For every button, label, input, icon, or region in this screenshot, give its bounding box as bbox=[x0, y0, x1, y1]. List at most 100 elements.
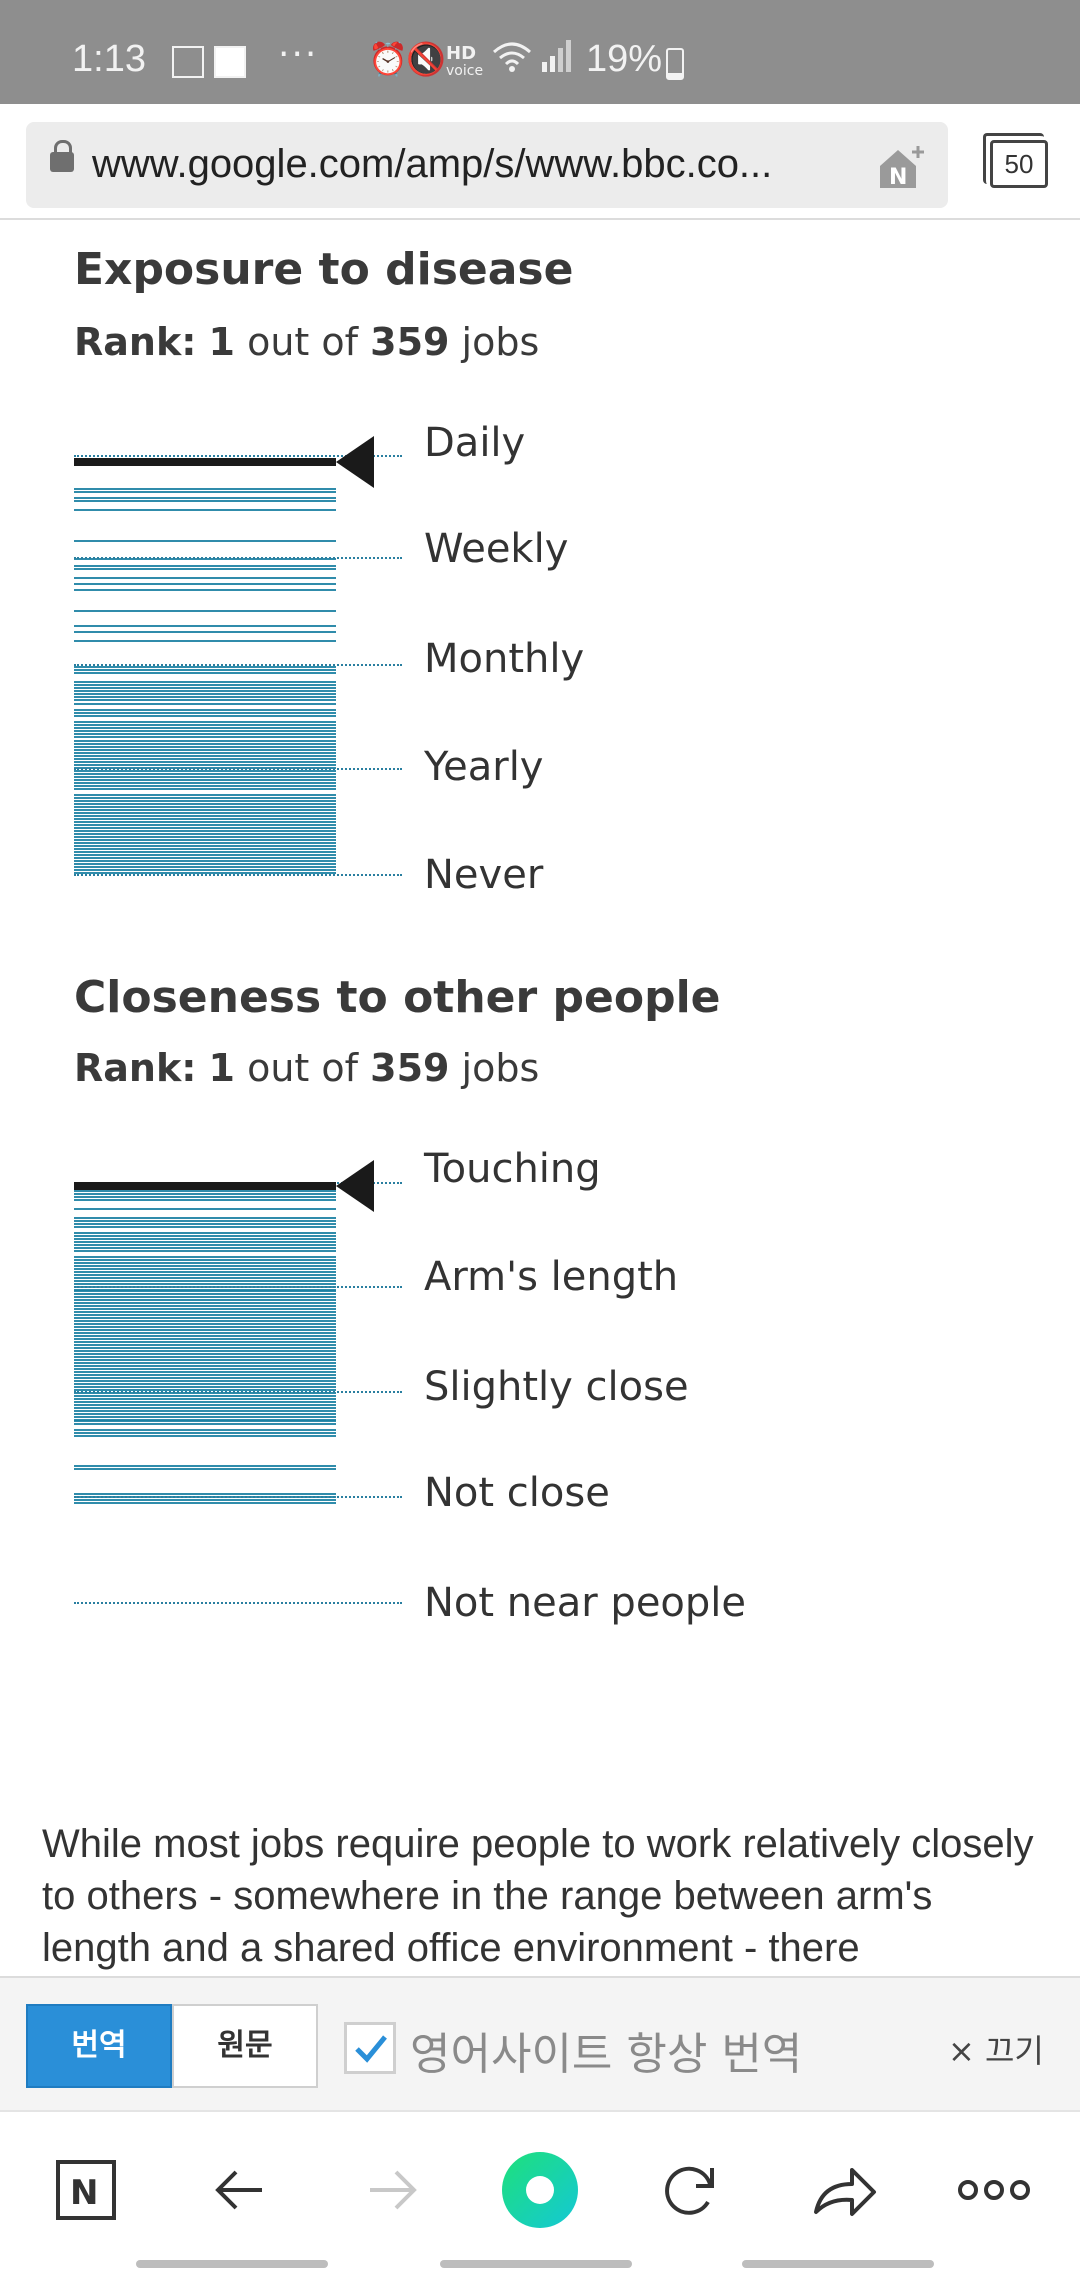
closeness-stripe-25 bbox=[74, 1283, 336, 1285]
closeness-stripe-68 bbox=[74, 1410, 336, 1412]
exposure-stripe-21 bbox=[74, 687, 336, 689]
tab-switcher-button[interactable]: 50 bbox=[983, 133, 1048, 188]
url-text[interactable]: www.google.com/amp/s/www.bbc.co... bbox=[92, 142, 773, 186]
closeness-stripe-12 bbox=[74, 1241, 336, 1243]
exposure-stripe-75 bbox=[74, 860, 336, 862]
translate-button[interactable]: 번역 bbox=[26, 2004, 172, 2088]
more-icon[interactable] bbox=[944, 2140, 1044, 2240]
exposure-stripe-30 bbox=[74, 721, 336, 723]
always-translate-checkbox[interactable] bbox=[344, 2022, 396, 2074]
exposure-guide-4 bbox=[74, 874, 402, 876]
add-to-home-icon[interactable]: N bbox=[876, 144, 926, 190]
exposure-stripe-41 bbox=[74, 755, 336, 757]
closeness-stripe-55 bbox=[74, 1371, 336, 1373]
exposure-stripe-79 bbox=[74, 872, 336, 874]
green-dot-icon[interactable] bbox=[490, 2140, 590, 2240]
exposure-stripe-37 bbox=[74, 743, 336, 745]
exposure-stripe-28 bbox=[74, 712, 336, 714]
closeness-stripe-58 bbox=[74, 1380, 336, 1382]
exposure-stripe-19 bbox=[74, 681, 336, 683]
exposure-stripe-64 bbox=[74, 827, 336, 829]
closeness-stripe-24 bbox=[74, 1280, 336, 1282]
closeness-stripe-23 bbox=[74, 1277, 336, 1279]
exposure-stripe-71 bbox=[74, 848, 336, 850]
closeness-stripe-65 bbox=[74, 1401, 336, 1403]
closeness-stripe-33 bbox=[74, 1305, 336, 1307]
closeness-stripe-81 bbox=[74, 1499, 336, 1501]
exposure-stripe-16 bbox=[74, 666, 336, 668]
exposure-stripe-65 bbox=[74, 830, 336, 832]
translate-bar: 번역 원문 영어사이트 항상 번역 × 끄기 bbox=[0, 1976, 1080, 2110]
wifi-icon bbox=[492, 40, 532, 80]
closeness-stripe-17 bbox=[74, 1259, 336, 1261]
section-title-exposure: Exposure to disease bbox=[74, 244, 574, 295]
exposure-stripe-39 bbox=[74, 749, 336, 751]
exposure-stripe-4 bbox=[74, 509, 336, 511]
address-bar[interactable]: www.google.com/amp/s/www.bbc.co... N bbox=[26, 122, 948, 208]
closeness-stripe-75 bbox=[74, 1432, 336, 1434]
closeness-stripe-47 bbox=[74, 1347, 336, 1349]
exposure-stripe-6 bbox=[74, 558, 336, 560]
exposure-stripe-1 bbox=[74, 491, 336, 493]
closeness-stripe-52 bbox=[74, 1362, 336, 1364]
closeness-stripe-36 bbox=[74, 1314, 336, 1316]
closeness-stripe-57 bbox=[74, 1377, 336, 1379]
gesture-pill-center bbox=[440, 2260, 632, 2268]
article-paragraph: While most jobs require people to work r… bbox=[42, 1822, 1034, 1970]
reload-icon[interactable] bbox=[640, 2140, 740, 2240]
forward-icon[interactable] bbox=[342, 2140, 442, 2240]
exposure-guide-0 bbox=[74, 455, 402, 457]
closeness-stripe-18 bbox=[74, 1262, 336, 1264]
exposure-stripe-20 bbox=[74, 684, 336, 686]
exposure-stripe-57 bbox=[74, 806, 336, 808]
closeness-stripe-6 bbox=[74, 1220, 336, 1222]
closeness-stripe-78 bbox=[74, 1468, 336, 1470]
exposure-guide-1 bbox=[74, 557, 402, 559]
closeness-stripe-64 bbox=[74, 1398, 336, 1400]
closeness-stripe-7 bbox=[74, 1223, 336, 1225]
closeness-stripe-66 bbox=[74, 1404, 336, 1406]
level-label-touching: Touching bbox=[424, 1146, 601, 1192]
exposure-stripe-32 bbox=[74, 727, 336, 729]
exposure-stripe-10 bbox=[74, 583, 336, 585]
battery-icon bbox=[666, 48, 684, 80]
exposure-stripe-63 bbox=[74, 824, 336, 826]
exposure-stripe-55 bbox=[74, 800, 336, 802]
closeness-guide-2 bbox=[74, 1391, 402, 1393]
always-translate-label[interactable]: 영어사이트 항상 번역 bbox=[410, 2029, 803, 2080]
exposure-stripe-69 bbox=[74, 842, 336, 844]
closeness-stripe-73 bbox=[74, 1423, 336, 1425]
closeness-stripe-22 bbox=[74, 1274, 336, 1276]
battery-percent: 19% bbox=[586, 38, 663, 80]
closeness-stripe-16 bbox=[74, 1256, 336, 1258]
exposure-stripe-48 bbox=[74, 776, 336, 778]
naver-icon[interactable]: N bbox=[38, 2140, 138, 2240]
share-icon[interactable] bbox=[792, 2140, 892, 2240]
closeness-stripe-20 bbox=[74, 1268, 336, 1270]
svg-text:N: N bbox=[889, 165, 907, 190]
exposure-stripe-7 bbox=[74, 565, 336, 567]
exposure-stripe-74 bbox=[74, 857, 336, 859]
original-button[interactable]: 원문 bbox=[172, 2004, 318, 2088]
exposure-stripe-14 bbox=[74, 631, 336, 633]
exposure-stripe-77 bbox=[74, 866, 336, 868]
closeness-stripe-54 bbox=[74, 1368, 336, 1370]
closeness-stripe-62 bbox=[74, 1392, 336, 1394]
rank-line-exposure: Rank: 1 out of 359 jobs bbox=[74, 320, 540, 364]
closeness-stripe-53 bbox=[74, 1365, 336, 1367]
back-icon[interactable] bbox=[190, 2140, 290, 2240]
exposure-stripe-22 bbox=[74, 690, 336, 692]
closeness-stripe-56 bbox=[74, 1374, 336, 1376]
close-translate-button[interactable]: × 끄기 bbox=[948, 2032, 1044, 2070]
exposure-stripe-70 bbox=[74, 845, 336, 847]
exposure-stripe-35 bbox=[74, 736, 336, 738]
closeness-stripe-2 bbox=[74, 1196, 336, 1198]
exposure-stripe-51 bbox=[74, 785, 336, 787]
exposure-stripe-40 bbox=[74, 752, 336, 754]
exposure-stripe-52 bbox=[74, 788, 336, 790]
exposure-stripe-5 bbox=[74, 540, 336, 542]
exposure-stripe-15 bbox=[74, 640, 336, 642]
closeness-stripe-39 bbox=[74, 1323, 336, 1325]
closeness-stripe-43 bbox=[74, 1335, 336, 1337]
exposure-stripe-43 bbox=[74, 761, 336, 763]
